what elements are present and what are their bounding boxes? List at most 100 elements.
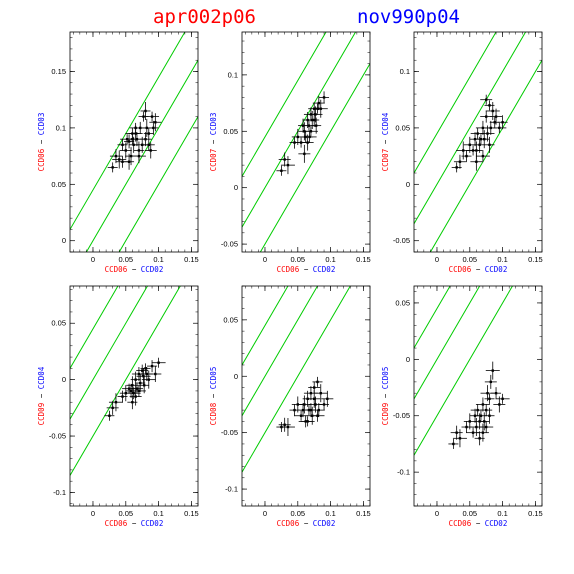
plot-frame <box>69 31 199 253</box>
data-point <box>124 153 135 170</box>
data-point <box>310 409 325 422</box>
data-point <box>312 376 323 387</box>
plot-frame <box>241 31 371 253</box>
data-point <box>131 384 146 397</box>
x-tick-label: 0 <box>91 255 95 264</box>
data-point <box>313 99 328 118</box>
y-axis-label: CCD07 − CCD04 <box>381 112 390 171</box>
reference-line-1 <box>414 32 497 174</box>
x-axis-label: CCD06 − CCD02 <box>277 265 336 274</box>
data-point <box>128 125 143 142</box>
data-point <box>303 126 318 137</box>
y-tick-label: 0.1 <box>400 67 410 76</box>
data-point <box>278 152 291 167</box>
data-point <box>142 138 155 151</box>
x-tick-label: 0 <box>263 509 267 518</box>
data-point <box>490 108 503 125</box>
data-point <box>302 130 317 143</box>
data-point <box>130 383 143 394</box>
y-tick-label: -0.05 <box>221 428 238 437</box>
reference-line-1 <box>70 32 186 230</box>
x-tick-label: 0.1 <box>153 509 163 518</box>
data-point <box>109 149 122 164</box>
data-point <box>309 113 320 127</box>
y-tick-label: 0.1 <box>228 70 238 79</box>
data-point <box>485 361 500 380</box>
y-tick-label: -0.05 <box>49 432 66 441</box>
reference-line-3 <box>429 59 542 252</box>
x-tick-label: 0.05 <box>118 255 133 264</box>
data-point <box>470 152 483 171</box>
data-point <box>313 384 328 403</box>
x-tick-label: 0 <box>435 255 439 264</box>
y-tick-label: 0 <box>62 375 66 384</box>
y-axis-label: CCD09 − CCD04 <box>37 366 46 425</box>
data-point <box>139 132 152 147</box>
x-tick-label: 0.15 <box>184 509 199 518</box>
x-tick-label: 0 <box>263 255 267 264</box>
y-tick-label: -0.1 <box>53 488 66 497</box>
data-point <box>305 403 316 418</box>
y-tick-label: -0.1 <box>397 468 410 477</box>
y-axis-label: CCD06 − CCD03 <box>37 113 46 172</box>
x-tick-label: 0.1 <box>153 255 163 264</box>
y-axis-label: CCD07 − CCD03 <box>209 113 218 172</box>
data-point <box>311 117 322 134</box>
data-point <box>484 393 495 404</box>
y-tick-label: -0.05 <box>221 240 238 249</box>
data-point <box>136 368 151 385</box>
data-point <box>143 127 154 140</box>
data-point <box>136 364 149 377</box>
reference-line-1 <box>70 286 119 369</box>
data-point <box>484 407 495 424</box>
data-point <box>298 144 311 163</box>
reference-line-3 <box>118 116 198 252</box>
data-point <box>497 115 508 130</box>
y-tick-label: 0.05 <box>223 315 238 324</box>
title-right: nov990p04 <box>357 6 460 28</box>
x-tick-label: 0.05 <box>462 509 477 518</box>
title-left: apr002p06 <box>153 6 256 28</box>
data-point <box>312 96 325 111</box>
x-tick-label: 0.15 <box>356 509 371 518</box>
data-point <box>450 425 463 440</box>
plot-frame <box>69 285 199 507</box>
x-tick-label: 0 <box>435 509 439 518</box>
reference-line-2 <box>242 32 357 228</box>
reference-line-1 <box>414 286 451 349</box>
data-point <box>300 416 315 427</box>
data-point <box>131 149 146 164</box>
data-point <box>463 413 476 430</box>
reference-line-2 <box>414 32 527 225</box>
data-point <box>308 389 321 408</box>
y-tick-label: 0 <box>234 183 238 192</box>
data-point <box>104 410 115 421</box>
data-point <box>491 387 502 400</box>
x-tick-label: 0.1 <box>497 509 507 518</box>
data-point <box>140 101 151 120</box>
data-point <box>453 154 466 169</box>
x-tick-label: 0.15 <box>356 255 371 264</box>
reference-line-3 <box>242 286 351 473</box>
x-tick-label: 0.15 <box>184 255 199 264</box>
y-tick-label: 0.05 <box>223 127 238 136</box>
y-tick-label: 0.1 <box>56 123 66 132</box>
reference-line-1 <box>242 32 327 177</box>
y-axis-label: CCD09 − CCD05 <box>381 367 390 426</box>
data-point <box>149 366 162 382</box>
y-tick-label: 0 <box>406 355 410 364</box>
reference-line-3 <box>259 63 370 252</box>
y-axis-label: CCD08 − CCD05 <box>209 367 218 426</box>
y-tick-label: 0.05 <box>395 123 410 132</box>
data-point <box>479 421 494 434</box>
data-point <box>319 91 330 104</box>
y-tick-label: 0.05 <box>51 319 66 328</box>
data-point <box>480 94 493 105</box>
x-axis-label: CCD06 − CCD02 <box>449 519 508 528</box>
x-tick-label: 0.1 <box>325 509 335 518</box>
